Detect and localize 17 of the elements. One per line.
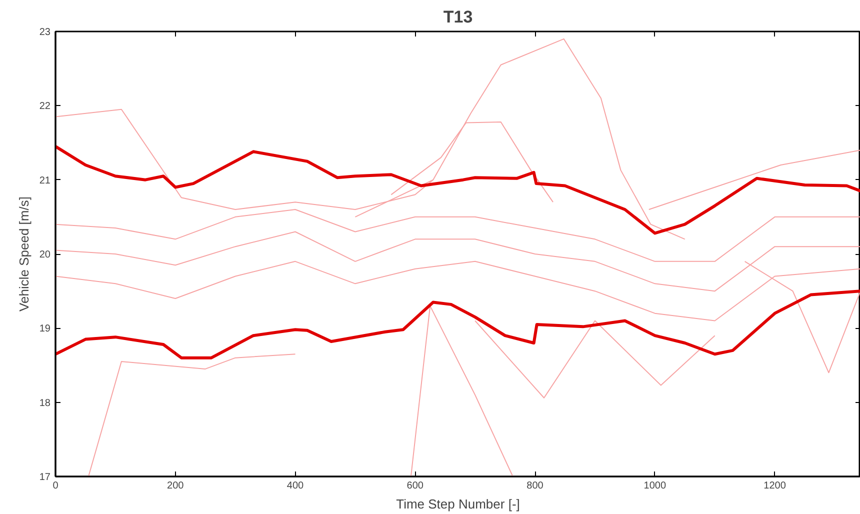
x-tick-label: 800 [526,480,544,492]
x-tick-label: 0 [52,480,59,492]
x-tick-label: 1200 [764,480,786,492]
y-tick-label: 19 [39,324,51,335]
x-tick-label: 600 [406,480,424,492]
y-tick-label: 18 [39,398,51,409]
x-tick-label: 400 [286,480,304,492]
chart-title: T13 [443,8,473,26]
y-tick-label: 17 [39,472,51,483]
x-tick-label: 200 [167,480,184,492]
y-axis-title: Vehicle Speed [m/s] [16,196,32,312]
y-tick-label: 21 [39,175,51,186]
y-tick-label: 23 [39,27,51,38]
y-tick-label: 20 [39,250,51,260]
y-tick-label: 22 [39,101,51,112]
x-axis-title: Time Step Number [-] [396,496,520,512]
x-tick-label: 1000 [644,480,666,492]
